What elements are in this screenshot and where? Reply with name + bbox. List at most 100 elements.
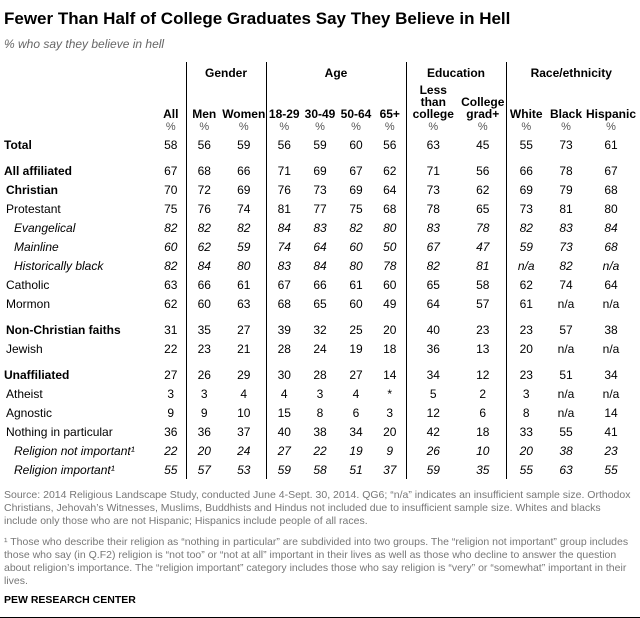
table-row: Evangelical 82 82 82 84 83 82 80 83 78 82 83 84	[0, 218, 636, 237]
column-header: 18-29	[265, 84, 302, 120]
table-cell: 82	[185, 218, 222, 237]
table-cell: 20	[505, 339, 546, 358]
table-cell: 69	[505, 180, 546, 199]
table-cell: 77	[313, 201, 327, 216]
page-title: Fewer Than Half of College Graduates Say…	[4, 9, 511, 28]
table-cell: 60	[349, 296, 363, 311]
table-cell: 82	[505, 218, 546, 237]
group-race: Race/ethnicity	[505, 62, 637, 84]
table-cell: 8	[505, 403, 546, 422]
table-cell: 58	[164, 137, 178, 152]
table-cell: 3	[386, 405, 394, 420]
table-cell: 83	[313, 220, 327, 235]
table-cell: 78	[559, 164, 573, 178]
table-cell: 3	[505, 384, 546, 403]
table-cell: 28	[313, 368, 327, 382]
row-label: Jewish	[6, 341, 43, 356]
unit-label: %	[351, 121, 361, 133]
table-cell: 60	[164, 239, 178, 254]
table-cell: 83	[405, 218, 460, 237]
row-label: Religion not important¹	[14, 443, 135, 458]
table-cell: 49	[383, 296, 397, 311]
table-cell: 69	[349, 182, 363, 197]
table-cell: 19	[349, 443, 363, 458]
table-cell: 63	[559, 462, 573, 477]
table-cell: 12	[405, 403, 460, 422]
table-cell: 83	[265, 256, 302, 275]
table-cell: 38	[313, 424, 327, 439]
table-cell: 22	[313, 443, 327, 458]
table-cell: 73	[559, 137, 573, 152]
table-cell: n/a	[557, 405, 575, 420]
table-cell: 71	[265, 154, 302, 180]
unit-label: %	[265, 120, 302, 135]
table-cell: 73	[405, 180, 460, 199]
table-row: Atheist 3 3 4 4 3 4 * 5 2 3 n/a n/a	[0, 384, 636, 403]
table-row: Christian 70 72 69 76 73 69 64 73 62 69 79 68	[0, 180, 636, 199]
table-cell: n/a	[602, 341, 620, 356]
table-cell: 73	[559, 239, 573, 254]
table-cell: 82	[164, 258, 178, 273]
table-cell: 66	[505, 154, 546, 180]
table-cell: 64	[405, 294, 460, 313]
table-cell: n/a	[557, 341, 575, 356]
table-row: Historically black 82 84 80 83 84 80 78 82 81 n/a 8…	[0, 256, 636, 275]
table-cell: 33	[505, 422, 546, 441]
column-header-row: All Men Women 18-29 30-49 50-64 65+ Less than c…	[0, 84, 636, 120]
table-cell: 4	[240, 386, 248, 401]
table-cell: 23	[185, 339, 222, 358]
table-cell: 64	[604, 277, 618, 292]
table-cell: 51	[349, 462, 363, 477]
unit-label: %	[606, 121, 616, 133]
table-cell: 68	[604, 239, 618, 254]
table-cell: 55	[505, 460, 546, 479]
table-cell: 58	[476, 277, 490, 292]
table-cell: 78	[476, 220, 490, 235]
table-cell: 38	[559, 443, 573, 458]
table-cell: 76	[265, 180, 302, 199]
table-cell: 22	[164, 443, 178, 458]
table-cell: 80	[383, 220, 397, 235]
table-cell: 82	[237, 220, 251, 235]
table-cell: 63	[237, 296, 251, 311]
unit-label: %	[505, 120, 546, 135]
column-header: All	[163, 107, 179, 121]
table-cell: 41	[604, 424, 618, 439]
table-cell: 14	[383, 368, 397, 382]
table-row: Religion important¹ 55 57 53 59 58 51 37 59 35 55 6…	[0, 460, 636, 479]
table-cell: 50	[383, 239, 397, 254]
table-cell: 81	[476, 258, 490, 273]
table-cell: 38	[604, 323, 618, 337]
row-label: Historically black	[14, 258, 104, 273]
table-cell: 31	[164, 323, 178, 337]
row-label: Unaffiliated	[4, 368, 70, 382]
table-cell: 37	[383, 462, 397, 477]
table-cell: 35	[476, 462, 490, 477]
table-cell: 73	[313, 182, 327, 197]
table-cell: 53	[237, 462, 251, 477]
table-cell: 26	[185, 358, 222, 384]
unit-label: %	[315, 121, 325, 133]
table-cell: 19	[349, 341, 363, 356]
table-cell: 71	[405, 154, 460, 180]
table-cell: n/a	[505, 256, 546, 275]
table-cell: 27	[349, 368, 363, 382]
table-cell: 27	[237, 323, 251, 337]
unit-label: %	[165, 121, 176, 133]
table-cell: 27	[265, 441, 302, 460]
table-cell: 59	[313, 137, 327, 152]
table-row: Nothing in particular 36 36 37 40 38 34 20 42 18 3…	[0, 422, 636, 441]
table-cell: 67	[265, 275, 302, 294]
content: Gender Age Education Race/ethnicity All M…	[0, 62, 640, 618]
table-cell: 23	[604, 443, 618, 458]
table-cell: 55	[505, 135, 546, 154]
table-cell: 20	[383, 424, 397, 439]
table-cell: 59	[237, 137, 251, 152]
table-row: Total 58 56 59 56 59 60 56 63 45 55 73 61	[0, 135, 636, 154]
column-header: Hispanic	[586, 107, 637, 121]
table-cell: 15	[265, 403, 302, 422]
table-cell: 20	[383, 323, 397, 337]
table-cell: 68	[604, 182, 618, 197]
table-cell: 18	[383, 341, 397, 356]
table-cell: 3	[185, 384, 222, 403]
